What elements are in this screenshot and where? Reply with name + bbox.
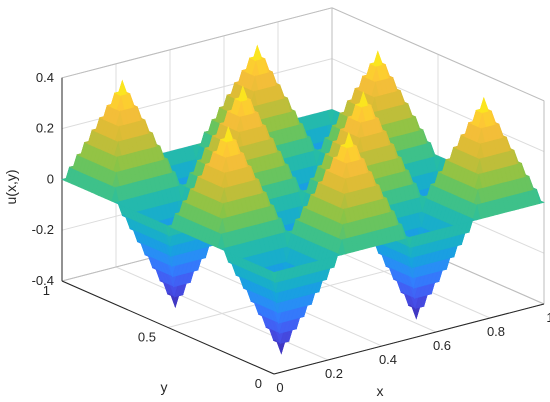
x-tick-label: 1	[546, 310, 550, 325]
x-axis-label: x	[377, 383, 384, 399]
z-tick-label: 0	[47, 171, 54, 186]
x-tick-label: 0	[276, 380, 283, 395]
tick-labels: -0.4 -0.2 0 0.2 0.4 0 0.2 0.4 0.6 0.8 1 0 0.5 1	[32, 70, 550, 395]
surface-patch	[276, 341, 286, 355]
z-tick-label: -0.4	[32, 273, 54, 288]
axes-edge	[331, 7, 545, 102]
y-tick-label: 0.5	[138, 330, 156, 345]
y-tick-label: 1	[43, 283, 50, 298]
x-tick-label: 0.6	[433, 338, 451, 353]
x-axis-line	[273, 303, 545, 375]
surface-mesh	[61, 44, 545, 355]
surface-patch	[170, 294, 180, 309]
axes-edge	[61, 7, 333, 79]
x-tick-label: 0.4	[379, 352, 397, 367]
grid-line	[61, 7, 545, 102]
z-tick-label: 0.4	[36, 70, 54, 85]
y-axis-label: y	[161, 379, 168, 395]
z-axis-label: u(x,y)	[3, 170, 19, 205]
surface-patch	[411, 306, 421, 320]
x-tick-label: 0.2	[325, 366, 343, 381]
z-tick-label: 0.2	[36, 121, 54, 136]
y-axis-line	[61, 280, 275, 375]
surface-patch	[536, 189, 545, 204]
x-tick-label: 0.8	[487, 324, 505, 339]
y-tick-label: 0	[255, 376, 262, 391]
z-tick-label: -0.2	[32, 222, 54, 237]
